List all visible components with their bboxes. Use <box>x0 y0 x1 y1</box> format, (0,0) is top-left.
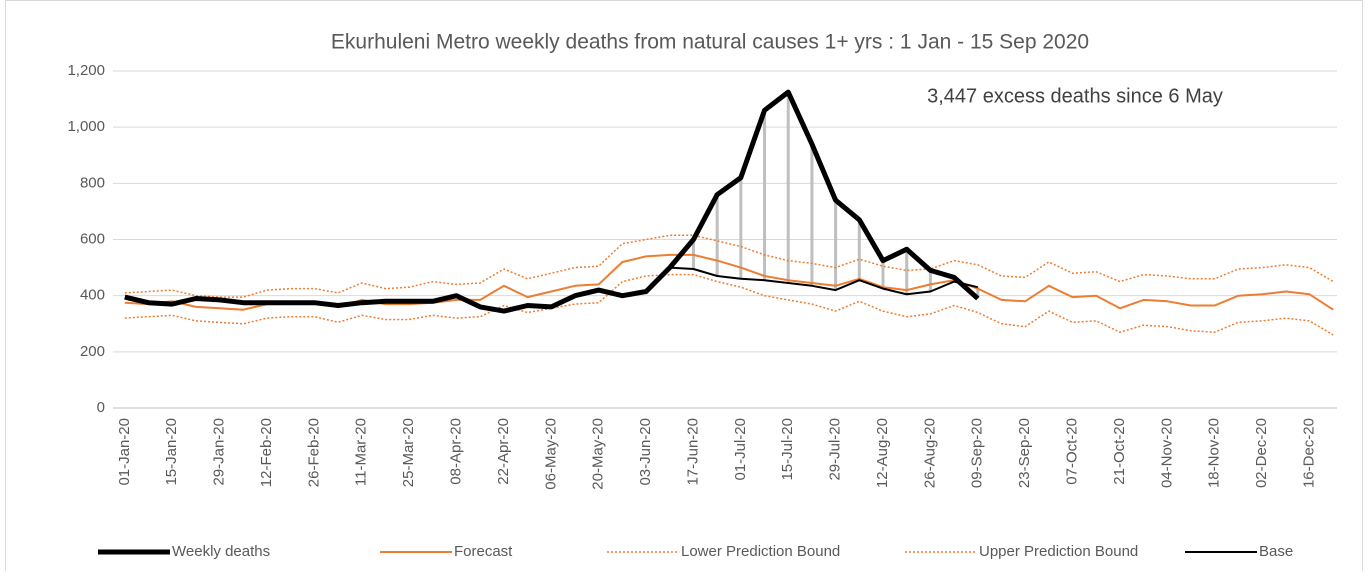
x-tick-label: 04-Nov-20 <box>1158 418 1175 488</box>
chart-title: Ekurhuleni Metro weekly deaths from natu… <box>331 31 1089 54</box>
x-tick-label: 20-May-20 <box>590 418 607 490</box>
y-tick-label: 800 <box>80 174 105 191</box>
y-tick-label: 200 <box>80 343 105 360</box>
y-tick-label: 400 <box>80 287 105 304</box>
x-tick-label: 15-Jul-20 <box>779 418 796 481</box>
x-tick-label: 07-Oct-20 <box>1064 418 1081 485</box>
x-tick-label: 02-Dec-20 <box>1253 418 1270 488</box>
x-tick-label: 11-Mar-20 <box>353 418 370 486</box>
series-line <box>124 89 980 314</box>
x-tick-label: 17-Jun-20 <box>684 418 701 486</box>
x-tick-label: 29-Jan-20 <box>211 418 228 486</box>
chart-frame <box>5 0 1363 576</box>
x-tick-label: 09-Sep-20 <box>969 418 986 488</box>
x-tick-label: 21-Oct-20 <box>1111 418 1128 485</box>
x-tick-label: 15-Jan-20 <box>163 418 180 486</box>
x-tick-label: 01-Jan-20 <box>116 418 133 486</box>
x-tick-label: 01-Jul-20 <box>732 418 749 481</box>
y-tick-label: 600 <box>80 230 105 247</box>
legend-label: Upper Prediction Bound <box>979 543 1138 560</box>
legend-label: Forecast <box>454 543 513 560</box>
x-tick-label: 18-Nov-20 <box>1206 418 1223 488</box>
x-tick-label: 06-May-20 <box>542 418 559 490</box>
y-tick-label: 0 <box>97 399 105 416</box>
x-tick-label: 12-Aug-20 <box>874 418 891 488</box>
y-tick-label: 1,000 <box>67 118 105 135</box>
x-tick-label: 26-Feb-20 <box>305 418 322 487</box>
series-line <box>669 266 979 296</box>
series-line <box>124 273 1334 336</box>
x-tick-label: 16-Dec-20 <box>1300 418 1317 488</box>
annotation: 3,447 excess deaths since 6 May <box>927 85 1223 107</box>
x-tick-label: 03-Jun-20 <box>637 418 654 486</box>
x-tick-label: 25-Mar-20 <box>400 418 417 487</box>
y-tick-label: 1,200 <box>67 62 105 79</box>
x-tick-label: 29-Jul-20 <box>827 418 844 481</box>
x-tick-label: 23-Sep-20 <box>1016 418 1033 488</box>
x-tick-label: 12-Feb-20 <box>258 418 275 487</box>
legend-label: Weekly deaths <box>172 543 270 560</box>
x-tick-label: 26-Aug-20 <box>921 418 938 488</box>
x-tick-label: 08-Apr-20 <box>448 418 465 485</box>
x-tick-label: 22-Apr-20 <box>495 418 512 485</box>
legend-label: Lower Prediction Bound <box>681 543 840 560</box>
legend-label: Base <box>1259 543 1293 560</box>
